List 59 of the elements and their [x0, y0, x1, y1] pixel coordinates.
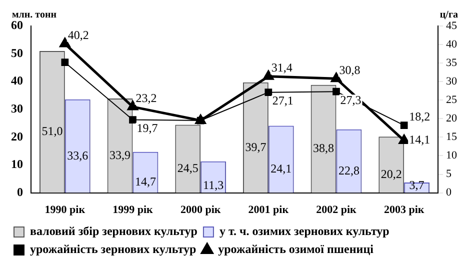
x-tick-label: 2000 рік [180, 204, 222, 216]
legend-label: у т. ч. озимих зернових культур [219, 224, 390, 238]
data-label: 39,7 [245, 140, 266, 154]
legend-label: урожайність зернових культур [30, 242, 196, 256]
y2-tick-label: 35 [446, 56, 458, 69]
x-tick-label: 1990 рік [44, 204, 86, 216]
data-label: 38,8 [313, 141, 334, 156]
y2-tick-label: 45 [446, 20, 458, 32]
x-tick-label: 2002 рік [316, 204, 358, 216]
data-label: 20,2 [380, 166, 402, 181]
y-tick-label: 0 [17, 184, 23, 199]
data-label: 11,3 [203, 178, 224, 192]
data-label: 14,7 [134, 174, 156, 189]
point [129, 116, 136, 124]
x-tick-label: 2001 рік [248, 204, 290, 216]
y-tick-label: 60 [11, 18, 23, 32]
y2-tick-label: 5 [446, 168, 452, 180]
y-tick-label: 10 [11, 157, 23, 172]
point [398, 134, 410, 144]
y-axis-title: млн. тонн [12, 10, 57, 21]
point [400, 122, 408, 130]
data-label: 18,2 [409, 109, 430, 124]
y-tick-label: 30 [11, 101, 23, 116]
data-label: 3,7 [409, 178, 424, 192]
y-tick-label: 20 [11, 129, 23, 144]
x-tick-label: 2003 рік [384, 204, 425, 216]
y2-tick-label: 0 [446, 186, 452, 199]
point [331, 72, 342, 82]
y2-tick-label: 20 [446, 112, 458, 125]
y-tick-label: 40 [11, 74, 23, 88]
data-label: 30,8 [339, 62, 360, 77]
y2-tick-label: 10 [446, 150, 458, 162]
point [332, 88, 340, 96]
point [61, 58, 69, 66]
y2-axis-title: ц/га [440, 10, 458, 21]
point [264, 88, 272, 96]
point [263, 70, 274, 80]
data-label: 27,3 [340, 92, 362, 107]
data-label: 51,0 [42, 124, 63, 138]
data-label: 23,2 [136, 90, 157, 105]
data-label: 33,6 [67, 148, 88, 162]
data-label: 19,7 [136, 120, 158, 135]
y2-tick-label: 40 [446, 38, 458, 50]
x-tick-label: 1999 рік [112, 204, 154, 216]
y2-tick-label: 15 [446, 131, 458, 144]
legend-label: валовий збір зернових культур [30, 224, 198, 238]
data-label: 33,9 [110, 148, 131, 162]
data-label: 24,5 [177, 160, 198, 175]
y-tick-label: 50 [11, 46, 23, 60]
data-label: 40,2 [68, 28, 89, 42]
data-label: 27,1 [272, 94, 294, 108]
data-label: 24,1 [270, 161, 292, 176]
data-label: 22,8 [338, 163, 360, 178]
legend-label: урожайність озимої пшениці [218, 242, 374, 256]
y2-tick-label: 30 [446, 75, 458, 88]
data-label: 14,1 [409, 132, 430, 147]
point [128, 101, 138, 110]
y2-tick-label: 25 [446, 94, 458, 106]
data-label: 31,4 [271, 60, 292, 75]
